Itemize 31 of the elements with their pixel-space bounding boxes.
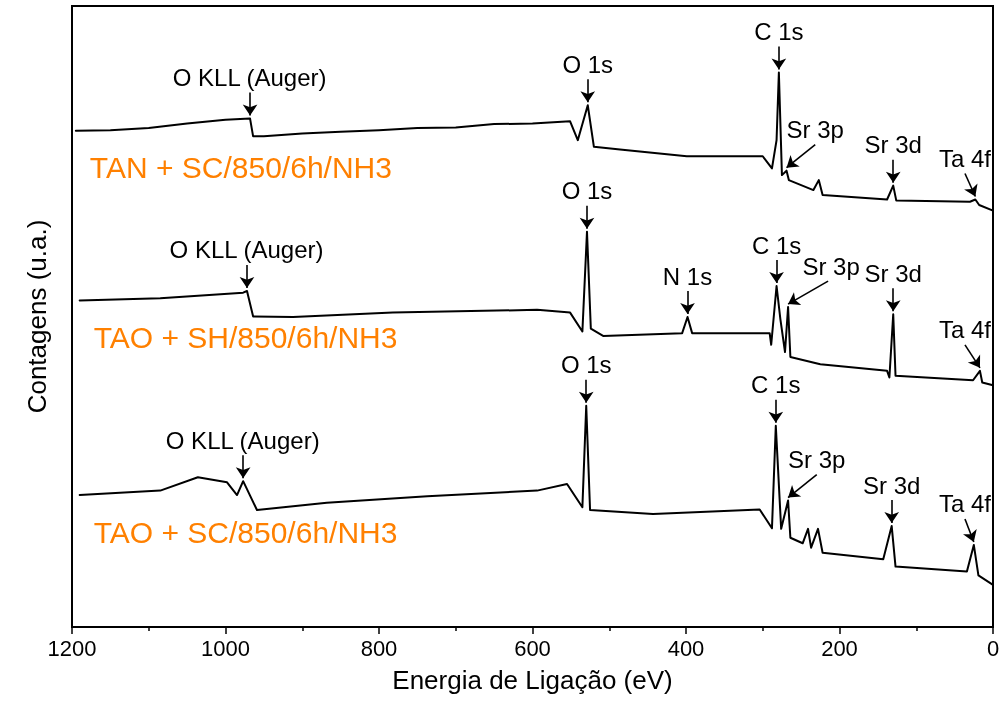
annotation: C 1s — [754, 18, 804, 46]
x-tick-label: 1200 — [47, 635, 97, 661]
legend-label: TAN + SC/850/6h/NH3 — [89, 151, 392, 185]
series-label: TAO + SC/850/6h/NH3 — [93, 515, 398, 549]
annotation: O 1s — [560, 351, 612, 379]
annotation: N 1s — [662, 262, 713, 290]
annotation: O 1s — [562, 50, 614, 78]
legend-label: TAO + SH/850/6h/NH3 — [93, 320, 398, 354]
x-tick-label: 200 — [821, 635, 858, 661]
x-tick-label: 800 — [360, 635, 398, 661]
annotation: O 1s — [561, 177, 613, 205]
x-tick-label: 400 — [667, 635, 705, 661]
annotation: Sr 3d — [864, 259, 922, 287]
y-axis-title: Contagens (u.a.) — [22, 219, 52, 414]
annotation: C 1s — [751, 371, 801, 399]
annotation: Sr 3d — [864, 131, 922, 159]
annotation: O KLL (Auger) — [165, 426, 320, 454]
annotation: Ta 4f — [938, 490, 992, 518]
annotation: O KLL (Auger) — [172, 64, 327, 92]
x-tick-label: 0 — [986, 635, 1000, 661]
annotation: Ta 4f — [938, 145, 992, 173]
annotation: Ta 4f — [938, 316, 992, 344]
annotation: Sr 3d — [863, 471, 921, 499]
x-tick-label: 600 — [514, 635, 551, 661]
annotation: C 1s — [751, 231, 802, 259]
x-tick-label: 1000 — [201, 635, 250, 661]
annotation: O KLL (Auger) — [169, 236, 324, 264]
annotation: Sr 3p — [786, 116, 844, 144]
annotation: Sr 3p — [802, 252, 860, 280]
x-axis-title: Energia de Ligação (eV) — [392, 665, 673, 695]
annotation: Sr 3p — [788, 446, 846, 474]
